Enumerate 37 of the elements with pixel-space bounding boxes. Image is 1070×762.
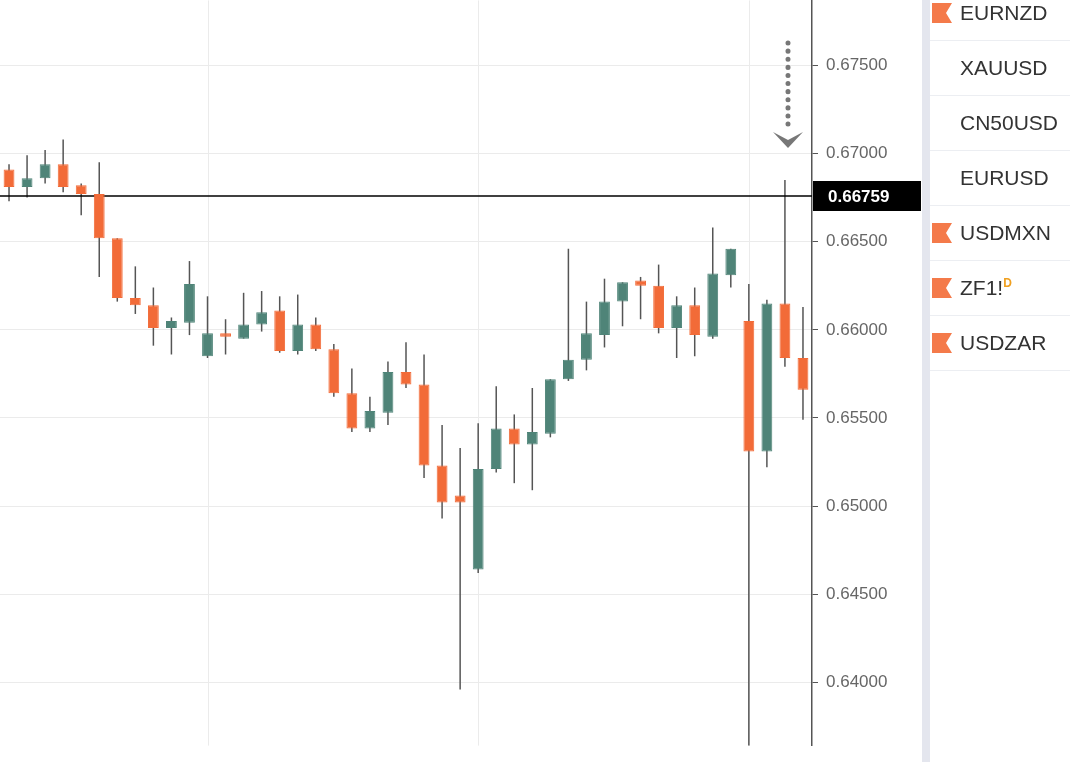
- candlestick: [256, 290, 268, 333]
- candlestick: [39, 149, 51, 185]
- y-tick-label: 0.67000: [826, 143, 888, 163]
- candlestick: [454, 447, 466, 691]
- y-tick-label: 0.65500: [826, 407, 888, 427]
- candlestick: [526, 387, 538, 491]
- y-tick-label: 0.64500: [826, 583, 888, 603]
- y-tick-label: 0.65000: [826, 495, 888, 515]
- text: CN50USD: [960, 111, 1059, 135]
- text: XAUUSD: [960, 56, 1048, 80]
- candlestick: [57, 138, 69, 194]
- ref-line-label: 0.66759: [828, 186, 890, 206]
- candlestick: [364, 396, 376, 433]
- y-tick-label: 0.66000: [826, 319, 888, 339]
- text: USDMXN: [960, 221, 1052, 245]
- text: EURUSD: [960, 166, 1049, 190]
- candlestick: [220, 318, 231, 356]
- y-tick-label: 0.67500: [826, 55, 888, 75]
- candlestick: [166, 316, 177, 356]
- candlestick: [147, 286, 159, 347]
- text: ZF1!$^{D}$: [960, 276, 1012, 300]
- candlestick: [3, 163, 15, 202]
- candlestick: [562, 247, 574, 382]
- text: EURNZD: [960, 1, 1048, 25]
- candlestick: [617, 281, 628, 328]
- y-tick-label: 0.64000: [826, 672, 888, 692]
- candlestick: [671, 295, 683, 359]
- y-tick-label: 0.66500: [826, 231, 888, 251]
- candlestick: [129, 265, 141, 315]
- candlestick: [75, 182, 87, 216]
- candlestick: [238, 292, 250, 340]
- candlestick: [310, 316, 322, 352]
- candlestick: [21, 154, 33, 199]
- candlestick: [635, 276, 646, 320]
- candlestick: [508, 413, 520, 484]
- candlestick: [202, 295, 213, 359]
- text: USDZAR: [960, 331, 1047, 355]
